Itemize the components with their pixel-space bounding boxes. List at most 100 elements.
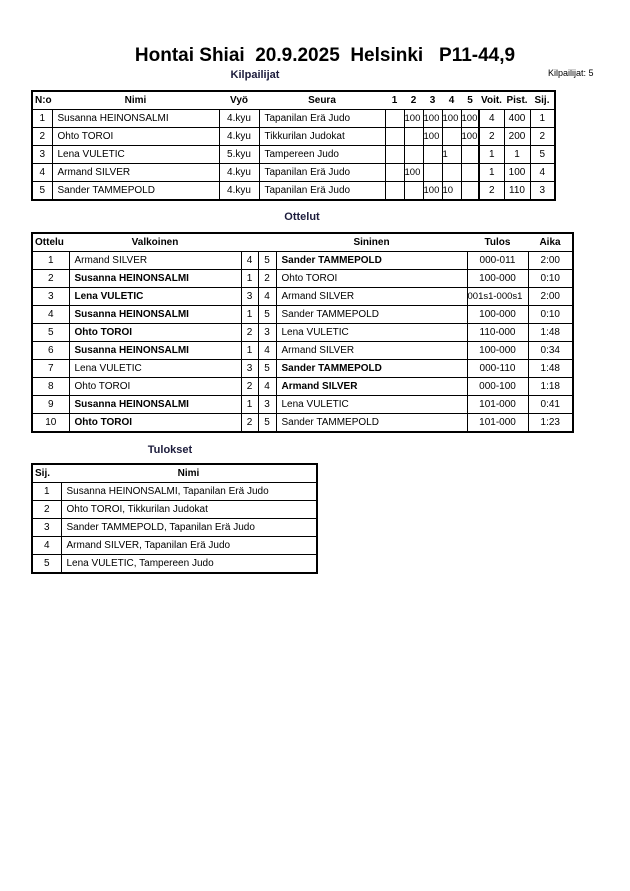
score-vs-1 (384, 163, 405, 182)
white-player-no: 1 (240, 269, 259, 288)
score-vs-2 (403, 127, 424, 146)
white-player-no: 2 (240, 413, 259, 433)
competitor-rank: 3 (529, 181, 556, 201)
competitor-row: 1 Susanna HEINONSALMI 4.kyu Tapanilan Erä J… (31, 109, 556, 128)
score-vs-4 (441, 163, 462, 182)
competitor-belt: 4.kyu (218, 109, 260, 128)
competitor-club: Tapanilan Erä Judo (258, 181, 386, 201)
header-name: Nimi (52, 90, 219, 110)
white-player: Armand SILVER (68, 251, 242, 270)
match-result: 101-000 (466, 413, 529, 433)
white-player-no: 2 (240, 377, 259, 396)
score-vs-3: 100 (422, 109, 443, 128)
white-player-no: 3 (240, 287, 259, 306)
competitor-club: Tampereen Judo (258, 145, 386, 164)
result-row: 2 Ohto TOROI, Tikkurilan Judokat (31, 500, 318, 519)
competitor-rank: 5 (529, 145, 556, 164)
white-player-no: 1 (240, 305, 259, 324)
blue-player-no: 5 (257, 359, 277, 378)
header-result: Tulos (467, 232, 528, 252)
white-player: Susanna HEINONSALMI (68, 341, 242, 360)
competitor-club: Tapanilan Erä Judo (258, 163, 386, 182)
score-vs-1 (384, 145, 405, 164)
blue-player: Armand SILVER (275, 341, 468, 360)
score-vs-5: 100 (460, 109, 480, 128)
blue-player: Sander TAMMEPOLD (275, 413, 468, 433)
match-row: 6 Susanna HEINONSALMI 1 4 Armand SILVER 100-0… (31, 341, 574, 360)
white-player-no: 2 (240, 323, 259, 342)
score-vs-3: 100 (422, 127, 443, 146)
score-vs-5 (460, 163, 480, 182)
competitor-belt: 5.kyu (218, 145, 260, 164)
match-no: 5 (31, 323, 70, 342)
competitor-row: 2 Ohto TOROI 4.kyu Tikkurilan Judokat 100 100… (31, 127, 556, 146)
score-vs-5: 100 (460, 127, 480, 146)
competitor-name: Lena VULETIC (51, 145, 220, 164)
match-row: 10 Ohto TOROI 2 5 Sander TAMMEPOLD 101-000 1:2… (31, 413, 574, 433)
header-white: Valkoinen (69, 232, 241, 252)
competitor-row: 4 Armand SILVER 4.kyu Tapanilan Erä Judo 100… (31, 163, 556, 182)
competitor-no: 2 (31, 127, 53, 146)
competitor-name: Ohto TOROI (51, 127, 220, 146)
competitor-wins: 2 (478, 127, 505, 146)
competitor-club: Tikkurilan Judokat (258, 127, 386, 146)
header-wins: Voit. (479, 90, 504, 110)
results-heading: Tulokset (147, 444, 193, 456)
match-no: 3 (31, 287, 70, 306)
blue-player-no: 4 (257, 377, 277, 396)
blue-player: Sander TAMMEPOLD (275, 305, 468, 324)
competitor-belt: 4.kyu (218, 127, 260, 146)
blue-player-no: 4 (257, 287, 277, 306)
score-vs-4 (441, 127, 462, 146)
blue-player: Armand SILVER (275, 287, 468, 306)
result-name-club: Ohto TOROI, Tikkurilan Judokat (60, 500, 318, 519)
competitor-belt: 4.kyu (218, 163, 260, 182)
header-belt: Vyö (219, 90, 259, 110)
match-time: 0:10 (527, 305, 574, 324)
header-blue: Sininen (276, 232, 467, 252)
score-vs-4: 1 (441, 145, 462, 164)
result-rank: 4 (31, 536, 62, 555)
competitor-name: Susanna HEINONSALMI (51, 109, 220, 128)
competitor-points: 1 (503, 145, 531, 164)
competitor-points: 200 (503, 127, 531, 146)
score-vs-1 (384, 109, 405, 128)
header-rank: Sij. (32, 463, 61, 483)
match-row: 1 Armand SILVER 4 5 Sander TAMMEPOLD 000-011 2… (31, 251, 574, 270)
competitor-points: 100 (503, 163, 531, 182)
header-time: Aika (528, 232, 573, 252)
match-time: 1:23 (527, 413, 574, 433)
blue-player-no: 5 (257, 305, 277, 324)
white-player: Lena VULETIC (68, 287, 242, 306)
header-vs-3: 3 (423, 90, 442, 110)
match-no: 6 (31, 341, 70, 360)
header-rank: Sij. (530, 90, 555, 110)
score-vs-1 (384, 127, 405, 146)
blue-player: Ohto TOROI (275, 269, 468, 288)
competitor-belt: 4.kyu (218, 181, 260, 201)
header-no: N:o (32, 90, 52, 110)
match-time: 0:34 (527, 341, 574, 360)
match-time: 2:00 (527, 287, 574, 306)
score-vs-2: 100 (403, 109, 424, 128)
competitor-no: 5 (31, 181, 53, 201)
score-vs-2: 100 (403, 163, 424, 182)
blue-player-no: 2 (257, 269, 277, 288)
white-player: Ohto TOROI (68, 323, 242, 342)
header-name: Nimi (61, 463, 317, 483)
result-row: 1 Susanna HEINONSALMI, Tapanilan Erä Judo (31, 482, 318, 501)
blue-player-no: 3 (257, 323, 277, 342)
header-match: Ottelu (32, 232, 69, 252)
white-player: Susanna HEINONSALMI (68, 395, 242, 414)
header-points: Pist. (504, 90, 530, 110)
match-time: 0:41 (527, 395, 574, 414)
match-no: 7 (31, 359, 70, 378)
competitor-no: 1 (31, 109, 53, 128)
result-name-club: Sander TAMMEPOLD, Tapanilan Erä Judo (60, 518, 318, 537)
match-time: 0:10 (527, 269, 574, 288)
competitor-wins: 4 (478, 109, 505, 128)
white-player-no: 4 (240, 251, 259, 270)
blue-player: Armand SILVER (275, 377, 468, 396)
blue-player-no: 4 (257, 341, 277, 360)
